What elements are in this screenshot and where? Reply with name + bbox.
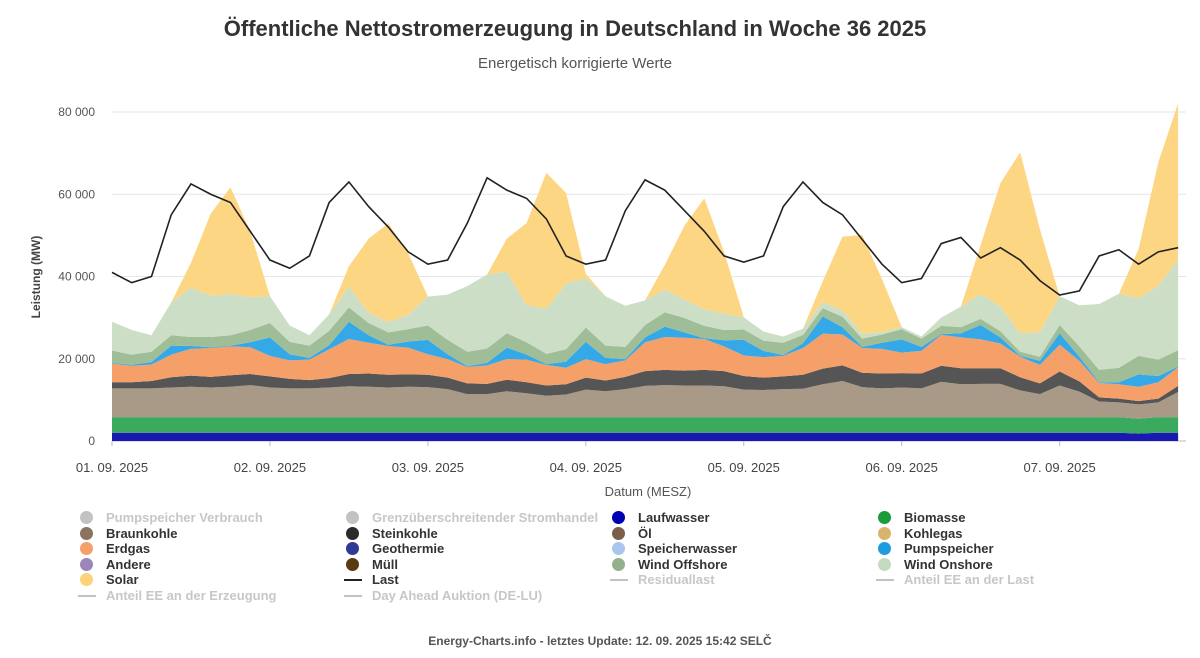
- legend-label: Laufwasser: [638, 510, 710, 525]
- legend-line-symbol: [344, 595, 362, 597]
- legend-dot-symbol: [612, 542, 625, 556]
- legend-label: Pumpspeicher: [904, 541, 994, 557]
- x-tick-label: 02. 09. 2025: [234, 460, 306, 475]
- legend-dot-symbol: [878, 557, 891, 571]
- legend-label: Geothermie: [372, 541, 445, 557]
- legend-dot-symbol: [878, 511, 891, 524]
- x-tick-label: 01. 09. 2025: [76, 460, 148, 475]
- x-tick-label: 07. 09. 2025: [1023, 460, 1095, 475]
- legend-dot-symbol: [80, 573, 93, 587]
- area-erdgas: [112, 333, 1179, 402]
- legend-dot-symbol: [612, 526, 625, 540]
- area-solar: [112, 103, 1179, 337]
- legend-label: Braunkohle: [106, 525, 178, 541]
- x-tick-label: 03. 09. 2025: [392, 460, 464, 475]
- legend-label: Öl: [638, 525, 652, 541]
- legend-label: Day Ahead Auktion (DE-LU): [372, 588, 543, 603]
- legend-dot-symbol: [80, 542, 93, 556]
- legend-label: Biomasse: [904, 510, 966, 525]
- area-wind-onshore: [112, 259, 1179, 370]
- stacked-area-chart: 0 20 000 40 000 60 000 80 000 01. 09. 2025 02…: [29, 103, 1186, 499]
- x-axis-label: Datum (MESZ): [605, 484, 692, 499]
- y-tick-label: 80 000: [58, 105, 95, 119]
- legend-label: Steinkohle: [372, 525, 438, 541]
- x-tick-label: 05. 09. 2025: [708, 460, 780, 475]
- legend-dot-symbol: [346, 526, 359, 540]
- legend-line-symbol: [344, 579, 362, 582]
- legend-dot-symbol: [80, 557, 93, 571]
- legend-dot-symbol: [80, 526, 93, 540]
- y-tick-label: 40 000: [58, 270, 95, 284]
- chart-title: Öffentliche Nettostromerzeugung in Deuts…: [223, 16, 927, 41]
- legend-label: Grenzüberschreitender Stromhandel: [372, 510, 599, 525]
- legend-label: Wind Offshore: [638, 556, 728, 572]
- legend-label: Wind Onshore: [904, 556, 993, 572]
- line-last: [111, 176, 1179, 296]
- legend-dot-symbol: [878, 526, 891, 540]
- legend-line-symbol: [610, 579, 628, 582]
- y-tick-label: 0: [88, 434, 95, 448]
- footer-update-info: Energy-Charts.info - letztes Update: 12.…: [428, 634, 772, 648]
- legend-dot-symbol: [346, 557, 359, 571]
- legend-dot-symbol: [612, 511, 625, 524]
- legend-label: Anteil EE an der Erzeugung: [106, 588, 277, 603]
- area-wind-offshore: [112, 307, 1179, 383]
- legend-label: Residuallast: [638, 572, 715, 588]
- legend-dot-symbol: [346, 542, 359, 556]
- y-axis: 0 20 000 40 000 60 000 80 000: [58, 105, 95, 448]
- legend-dot-symbol: [612, 557, 625, 571]
- legend-line-symbol: [78, 595, 96, 597]
- legend-dot-symbol: [346, 511, 359, 524]
- x-axis: 01. 09. 2025 02. 09. 2025 03. 09. 2025 04. …: [76, 441, 1096, 475]
- legend-label: Erdgas: [106, 541, 151, 557]
- x-tick-label: 04. 09. 2025: [550, 460, 622, 475]
- y-tick-label: 20 000: [58, 352, 95, 366]
- y-axis-label: Leistung (MW): [29, 236, 43, 319]
- legend-label: Solar: [106, 572, 139, 588]
- legend-label: Kohlegas: [904, 525, 963, 541]
- y-tick-label: 60 000: [58, 187, 95, 201]
- legend-label: Andere: [106, 556, 151, 572]
- legend-dot-symbol: [878, 542, 891, 556]
- area-steinkohle: [112, 365, 1179, 405]
- x-tick-label: 06. 09. 2025: [866, 460, 938, 475]
- legend-label: Last: [372, 572, 399, 588]
- area-biomasse: [112, 417, 1179, 434]
- area-series: [112, 103, 1179, 441]
- legend-label: Speicherwasser: [638, 541, 738, 557]
- area-braunkohle: [112, 380, 1179, 419]
- legend-label: Pumpspeicher Verbrauch: [106, 510, 263, 525]
- legend-line-symbol: [876, 579, 894, 582]
- load-line: [111, 176, 1179, 296]
- legend-label: Müll: [372, 556, 398, 572]
- chart-subtitle: Energetisch korrigierte Werte: [478, 55, 672, 72]
- area-laufwasser: [112, 432, 1179, 441]
- legend-label: Anteil EE an der Last: [904, 572, 1035, 588]
- legend-dot-symbol: [80, 511, 93, 524]
